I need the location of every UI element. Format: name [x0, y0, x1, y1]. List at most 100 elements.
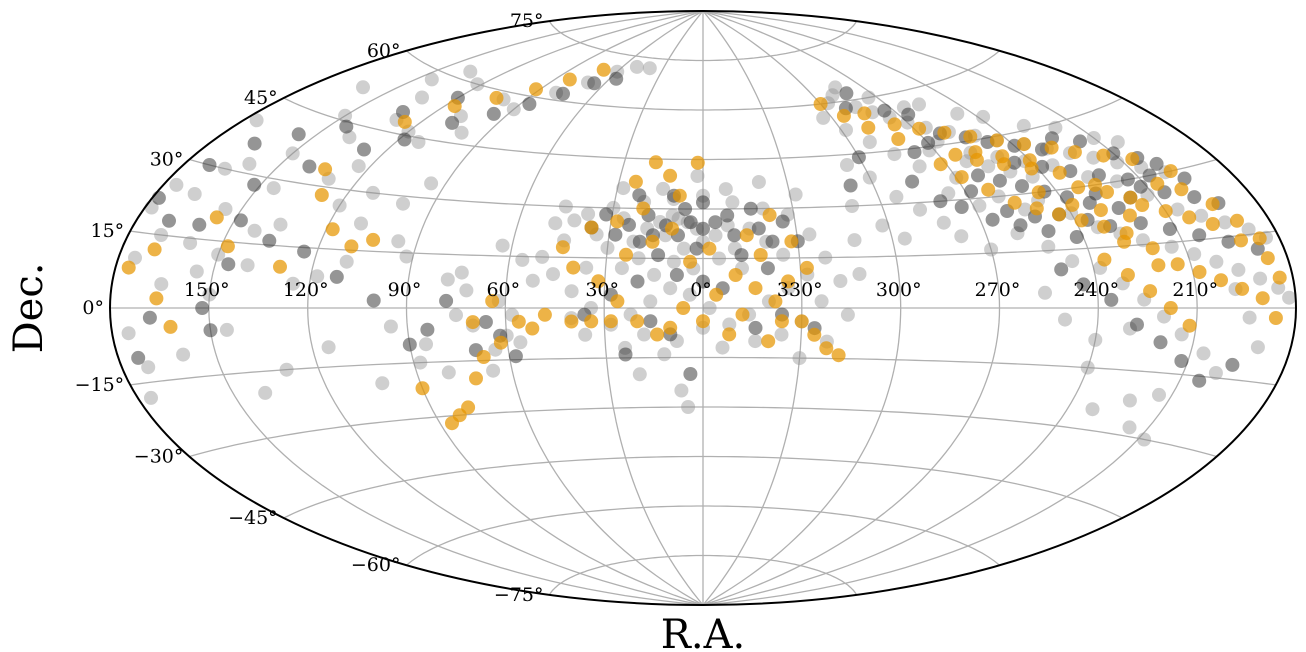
scatter-point-series-3	[562, 72, 577, 87]
scatter-point-series-2	[445, 115, 460, 130]
scatter-point-series-2	[651, 248, 666, 263]
parallel-line	[406, 505, 1000, 566]
scatter-point-series-2	[329, 269, 344, 284]
scatter-point-series-1	[1122, 420, 1137, 435]
scatter-point-series-1	[356, 80, 370, 95]
scatter-point-series-1	[217, 161, 232, 176]
scatter-point-series-1	[189, 264, 204, 279]
scatter-point-series-1	[718, 182, 733, 197]
scatter-point-series-3	[1074, 213, 1089, 228]
scatter-point-series-1	[413, 355, 428, 370]
scatter-point-series-3	[555, 240, 570, 255]
scatter-point-series-3	[663, 320, 678, 335]
scatter-point-series-3	[1163, 301, 1178, 315]
scatter-point-series-3	[485, 294, 500, 308]
scatter-point-series-2	[1069, 230, 1084, 244]
scatter-point-series-3	[728, 268, 743, 282]
scatter-point-series-2	[247, 136, 262, 151]
scatter-point-series-1	[663, 281, 678, 296]
scatter-point-series-1	[666, 254, 681, 269]
scatter-point-series-1	[708, 228, 723, 243]
scatter-point-series-1	[887, 147, 902, 162]
scatter-point-series-3	[709, 287, 724, 302]
scatter-point-series-3	[1205, 197, 1220, 212]
scatter-point-series-1	[748, 334, 763, 349]
scatter-point-series-1	[1187, 247, 1202, 262]
scatter-point-series-1	[338, 108, 353, 123]
scatter-point-series-1	[454, 125, 469, 140]
scatter-point-series-3	[1120, 268, 1135, 282]
scatter-point-series-2	[1162, 222, 1177, 236]
scatter-point-series-2	[727, 228, 742, 243]
scatter-point-series-1	[1231, 262, 1246, 277]
scatter-point-series-1	[440, 272, 455, 287]
scatter-point-series-3	[149, 291, 164, 306]
scatter-point-series-1	[1241, 222, 1256, 237]
scatter-point-series-1	[1208, 366, 1223, 380]
scatter-point-series-2	[1225, 357, 1240, 372]
scatter-point-series-1	[310, 269, 325, 284]
tick-labels: 150° 120° 90° 60° 30° 0° 330° 300° 270° 240° 210° 7…	[75, 10, 1218, 606]
scatter-point-series-1	[1282, 290, 1297, 305]
scatter-point-series-1	[240, 258, 255, 273]
scatter-point-series-1	[1194, 208, 1209, 223]
scatter-point-series-1	[515, 252, 530, 267]
scatter-point-series-1	[1080, 360, 1095, 375]
scatter-point-series-1	[725, 195, 740, 210]
scatter-point-series-1	[154, 277, 169, 292]
scatter-point-series-1	[954, 229, 969, 244]
projection-boundary	[109, 10, 1297, 606]
scatter-point-series-3	[469, 371, 483, 386]
scatter-point-series-2	[954, 200, 969, 214]
scatter-point-series-2	[901, 107, 916, 122]
scatter-point-series-3	[397, 114, 412, 129]
scatter-point-series-2	[1015, 179, 1029, 194]
scatter-point-series-3	[591, 274, 606, 289]
scatter-point-series-1	[578, 327, 593, 342]
scatter-point-series-1	[1065, 254, 1080, 269]
scatter-point-series-1	[862, 135, 877, 149]
scatter-point-series-2	[669, 268, 684, 282]
scatter-point-series-3	[1052, 207, 1067, 222]
dec-tick-label: 45°	[244, 87, 278, 109]
scatter-point-series-2	[696, 221, 710, 236]
scatter-point-series-3	[857, 106, 872, 121]
scatter-point-series-1	[286, 276, 300, 291]
scatter-point-series-2	[1192, 228, 1207, 243]
scatter-point-series-1	[702, 301, 717, 315]
scatter-point-series-3	[445, 416, 459, 431]
dec-tick-label: −30°	[134, 446, 184, 468]
scatter-point-series-3	[989, 133, 1004, 148]
scatter-point-series-3	[1234, 233, 1248, 248]
scatter-point-series-1	[266, 181, 281, 196]
scatter-point-series-2	[609, 71, 624, 86]
dec-tick-label: −45°	[228, 507, 278, 529]
scatter-point-series-3	[564, 314, 579, 329]
scatter-point-series-3	[887, 117, 902, 132]
scatter-point-series-2	[1104, 292, 1119, 307]
scatter-point-series-2	[678, 202, 693, 216]
scatter-point-series-3	[1065, 197, 1080, 212]
scatter-point-series-2	[478, 315, 493, 329]
scatter-point-series-3	[1272, 270, 1287, 285]
scatter-point-series-3	[273, 259, 287, 274]
scatter-point-series-2	[402, 337, 417, 352]
scatter-point-series-1	[751, 175, 766, 189]
ra-tick-label: 150°	[184, 279, 230, 301]
scatter-point-series-1	[862, 170, 877, 185]
parallel-line	[548, 554, 858, 596]
scatter-point-series-2	[221, 257, 236, 272]
scatter-point-series-3	[768, 294, 783, 309]
scatter-point-series-2	[247, 177, 262, 192]
scatter-point-series-3	[690, 155, 705, 170]
scatter-point-series-3	[529, 82, 543, 97]
scatter-point-series-1	[581, 207, 596, 221]
scatter-point-series-1	[567, 213, 582, 228]
scatter-point-series-3	[1163, 164, 1178, 179]
scatter-point-series-1	[141, 360, 156, 375]
parallel-line	[548, 20, 858, 62]
scatter-point-series-1	[631, 251, 646, 266]
scatter-point-series-2	[1174, 354, 1189, 368]
scatter-point-series-3	[794, 314, 809, 329]
